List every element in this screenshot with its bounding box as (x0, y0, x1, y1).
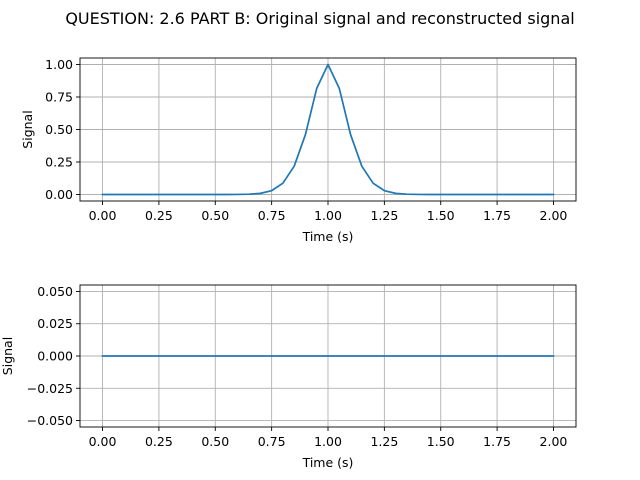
x-tick-label: 0.00 (89, 434, 117, 449)
x-tick-label: 1.00 (314, 434, 342, 449)
x-tick-label: 1.50 (427, 434, 455, 449)
x-tick-label: 1.25 (370, 208, 398, 223)
y-tick-label: −0.025 (27, 381, 73, 396)
y-tick-label: −0.050 (27, 413, 73, 428)
x-tick-label: 0.25 (145, 208, 173, 223)
x-tick-label: 0.50 (201, 208, 229, 223)
x-tick-label: 2.00 (540, 434, 568, 449)
figure-suptitle: QUESTION: 2.6 PART B: Original signal an… (65, 9, 574, 28)
x-tick-label: 0.50 (201, 434, 229, 449)
y-axis-label: Signal (20, 110, 35, 148)
y-tick-label: 0.00 (45, 187, 73, 202)
y-tick-label: 0.025 (37, 316, 73, 331)
y-tick-label: 0.25 (45, 155, 73, 170)
x-tick-label: 0.25 (145, 434, 173, 449)
x-tick-label: 0.75 (258, 434, 286, 449)
axes-original-signal: 0.00 0.25 0.50 0.75 1.00 1.25 1.50 1.75 2.00 0.00… (20, 57, 577, 244)
y-tick-label: 0.000 (37, 349, 73, 364)
x-tick-label: 1.75 (483, 434, 511, 449)
y-tick-label: 0.050 (37, 284, 73, 299)
y-axis-label: Signal (0, 337, 15, 375)
x-tick-label: 1.50 (427, 208, 455, 223)
x-tick-label: 0.00 (89, 208, 117, 223)
x-axis-label: Time (s) (302, 455, 354, 470)
x-tick-label: 1.25 (370, 434, 398, 449)
x-tick-label: 1.75 (483, 208, 511, 223)
y-tick-label: 1.00 (45, 57, 73, 72)
axes-reconstructed-signal: 0.00 0.25 0.50 0.75 1.00 1.25 1.50 1.75 2.00 −0.0… (0, 284, 577, 470)
x-tick-label: 1.00 (314, 208, 342, 223)
x-tick-label: 0.75 (258, 208, 286, 223)
x-axis-label: Time (s) (302, 229, 354, 244)
y-tick-label: 0.75 (45, 90, 73, 105)
series-line (101, 63, 555, 196)
y-tick-label: 0.50 (45, 122, 73, 137)
x-tick-label: 2.00 (540, 208, 568, 223)
